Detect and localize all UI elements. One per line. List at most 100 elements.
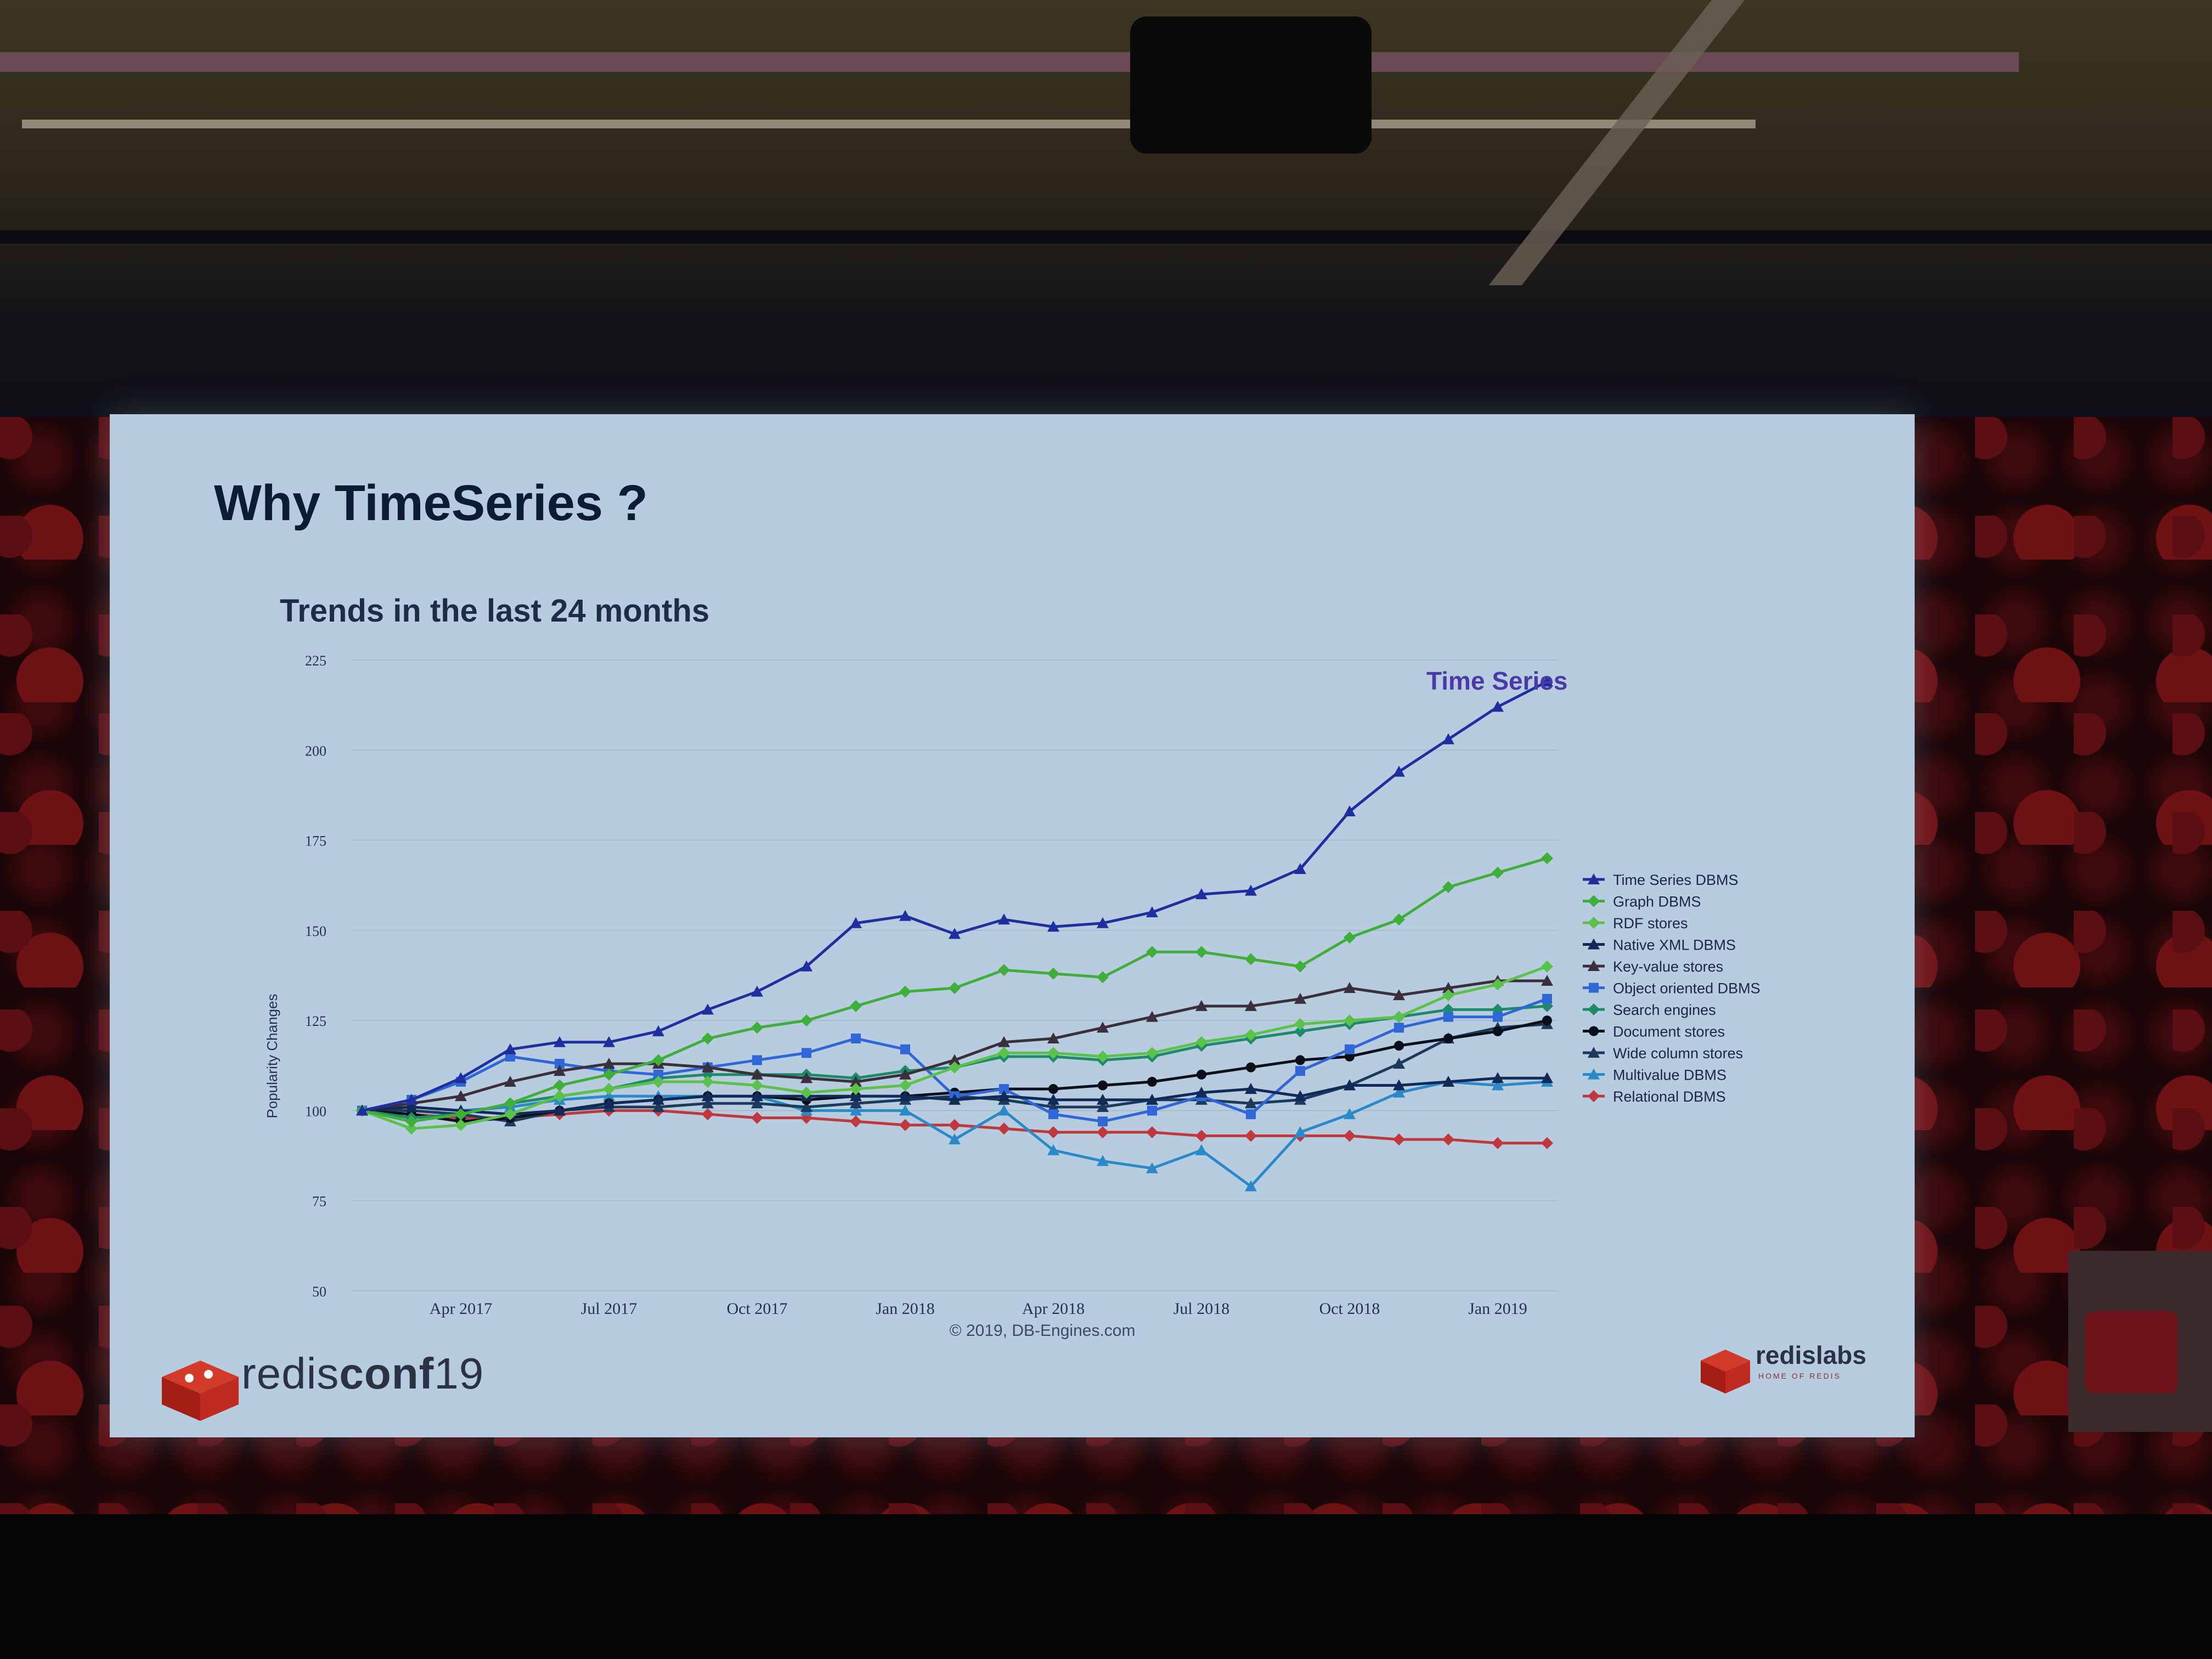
data-point	[504, 1043, 516, 1054]
y-tick-label: 175	[305, 833, 326, 849]
ceiling-pipe	[22, 120, 1756, 128]
data-point	[1245, 1083, 1257, 1094]
redislabs-logo-icon	[1701, 1350, 1750, 1393]
data-point	[850, 1075, 862, 1087]
conference-name-suffix: conf	[339, 1349, 435, 1398]
data-point	[1295, 1055, 1305, 1065]
data-point	[1146, 1093, 1158, 1105]
data-point	[1541, 1072, 1553, 1084]
data-point	[603, 1036, 615, 1047]
conference-name-prefix: redis	[241, 1349, 340, 1398]
data-point	[1393, 989, 1405, 1001]
data-point	[504, 1108, 516, 1120]
data-point	[455, 1119, 467, 1131]
x-tick-label: Jul 2018	[1173, 1300, 1230, 1318]
data-point	[1098, 1080, 1108, 1091]
data-point	[949, 1133, 961, 1144]
data-point	[1442, 881, 1454, 893]
x-axis: Apr 2017 Jul 2017 Oct 2017 Jan 2018 Apr 2018…	[430, 1300, 1527, 1318]
chart-series	[356, 675, 1553, 1192]
data-point	[1047, 967, 1059, 980]
legend-marker-graph-dbms	[1588, 895, 1600, 907]
data-point	[1541, 1137, 1553, 1149]
data-point	[652, 1025, 664, 1036]
data-point	[1246, 1109, 1256, 1119]
data-point	[1344, 1108, 1356, 1119]
data-point	[1294, 992, 1306, 1004]
data-point	[1294, 863, 1306, 874]
data-point	[949, 1093, 961, 1105]
data-point	[555, 1059, 565, 1069]
data-point	[702, 1097, 714, 1109]
data-point	[751, 1022, 763, 1034]
data-point	[554, 1104, 566, 1116]
stage-sign-logo	[2085, 1311, 2178, 1393]
data-point	[850, 917, 862, 928]
legend-marker-object-oriented-dbms	[1589, 983, 1599, 993]
data-point	[405, 1115, 417, 1128]
data-point	[752, 1055, 762, 1065]
data-point	[851, 1034, 861, 1043]
data-point	[1047, 1093, 1059, 1105]
data-point	[899, 1068, 911, 1080]
legend-item-time-series-dbms: Time Series DBMS	[1613, 872, 1739, 888]
legend-marker-relational-dbms	[1588, 1090, 1600, 1102]
y-tick-label: 150	[305, 923, 326, 939]
legend-marker-native-xml-dbms	[1588, 938, 1600, 950]
data-point	[702, 1003, 714, 1015]
chart-credit: © 2019, DB-Engines.com	[950, 1322, 1136, 1340]
data-point	[1246, 1062, 1256, 1073]
data-point	[455, 1090, 467, 1102]
x-tick-label: Oct 2018	[1319, 1300, 1380, 1318]
x-tick-label: Jul 2017	[581, 1300, 637, 1318]
data-point	[751, 1090, 763, 1102]
data-point	[1542, 994, 1552, 1004]
data-point	[998, 1090, 1010, 1102]
data-point	[603, 1090, 615, 1102]
data-point	[1047, 1047, 1059, 1059]
data-point	[1294, 1126, 1306, 1137]
data-point	[802, 1048, 811, 1058]
y-tick-label: 125	[305, 1013, 326, 1029]
data-point	[652, 1101, 664, 1112]
data-point	[850, 1115, 862, 1128]
data-point	[455, 1072, 467, 1084]
data-point	[850, 1097, 862, 1109]
series-line-time-series-dbms	[362, 680, 1548, 1112]
data-point	[800, 1072, 812, 1084]
ceiling-beam	[0, 230, 2212, 244]
data-point	[751, 1111, 763, 1124]
data-point	[1146, 1047, 1158, 1059]
data-point	[1442, 1075, 1454, 1087]
data-point	[652, 1093, 664, 1105]
data-point	[405, 1093, 417, 1105]
data-point	[998, 1122, 1010, 1135]
data-point	[603, 1097, 615, 1109]
data-point	[1492, 1072, 1504, 1084]
data-point	[1294, 1090, 1306, 1102]
data-point	[702, 1032, 714, 1045]
data-point	[702, 1108, 714, 1120]
brand-tagline: HOME OF REDIS	[1758, 1372, 1842, 1380]
data-point	[1097, 917, 1109, 928]
data-point	[1245, 1180, 1257, 1192]
data-point	[1345, 1044, 1355, 1054]
x-tick-label: Oct 2017	[727, 1300, 788, 1318]
data-point	[702, 1090, 714, 1102]
y-tick-label: 75	[312, 1194, 326, 1210]
data-point	[1146, 1011, 1158, 1022]
data-point	[1541, 675, 1553, 687]
data-point	[1394, 1041, 1404, 1051]
data-point	[1492, 1079, 1504, 1091]
legend-item-object-oriented-dbms: Object oriented DBMS	[1613, 980, 1760, 997]
legend-item-search-engines: Search engines	[1613, 1002, 1716, 1018]
data-point	[751, 985, 763, 997]
data-point	[1146, 906, 1158, 917]
legend-marker-multivalue-dbms	[1588, 1068, 1600, 1080]
x-tick-label: Apr 2017	[430, 1300, 492, 1318]
legend-item-graph-dbms: Graph DBMS	[1613, 894, 1701, 910]
data-point	[1493, 1026, 1503, 1036]
data-point	[1393, 1079, 1405, 1091]
data-point	[949, 982, 961, 994]
legend-marker-search-engines	[1588, 1003, 1600, 1015]
